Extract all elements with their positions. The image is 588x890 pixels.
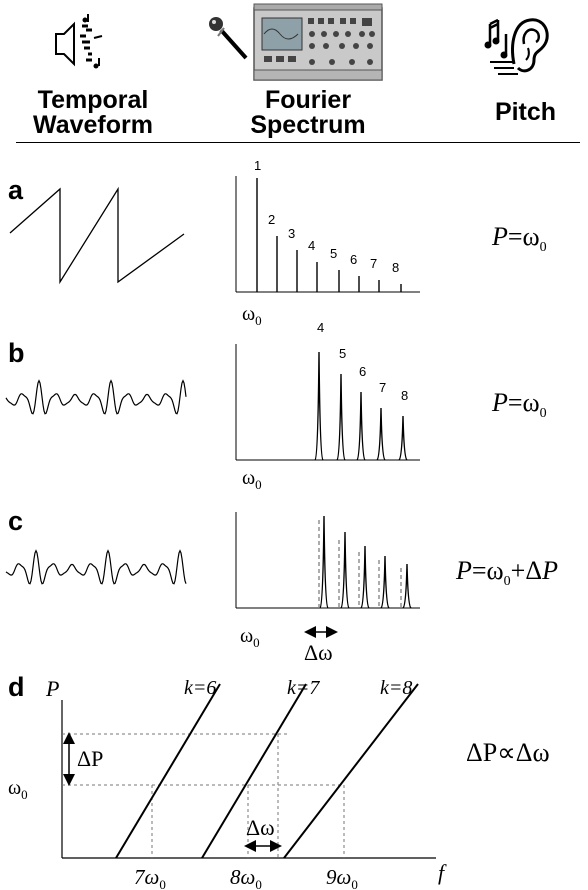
panel-d-curve-label-k7: k=7	[287, 677, 320, 699]
panel-b-harmonic-line	[336, 373, 346, 461]
panel-d-delta-omega: Δω	[246, 815, 275, 840]
panel-c-harmonic-line	[402, 563, 412, 609]
speaker-icon	[55, 14, 103, 69]
header-pitch-label: Pitch	[494, 98, 557, 126]
header-fourier-spectrum: Fourier Spectrum	[233, 88, 383, 138]
panel-a-pitch-equation: P=ω0	[492, 222, 547, 256]
panel-a-harmonic-label: 1	[254, 158, 261, 173]
panel-d-line-k8	[283, 683, 419, 859]
header-temporal-line1: Temporal	[37, 86, 149, 114]
panel-d-curve-label-k8: k=8	[380, 677, 412, 699]
panel-d-x-axis-label: f	[438, 860, 447, 885]
panel-c-harmonic-line	[340, 531, 350, 609]
panel-b-waveform	[5, 379, 187, 415]
oscilloscope-icon	[253, 3, 383, 81]
panel-b-label: b	[8, 338, 25, 368]
panel-d-delta-p: ΔP	[77, 746, 103, 771]
panel-c-harmonic-line	[360, 545, 370, 609]
panel-c-delta-omega: Δω	[304, 640, 333, 665]
panel-c-spectrum: ω0 Δω	[235, 512, 420, 665]
panel-c-pitch-equation: P=ω0+ΔP	[456, 556, 558, 590]
header-temporal-waveform: Temporal Waveform	[18, 88, 168, 138]
panel-a-harmonic-label: 7	[370, 256, 377, 271]
panel-d-x-tick-8: 8ω0	[230, 865, 262, 890]
panel-d-x-tick-9: 9ω0	[326, 865, 358, 890]
header-fourier-line1: Fourier	[264, 86, 352, 114]
panel-a-harmonic-label: 6	[350, 252, 357, 267]
panel-b-omega: ω0	[242, 467, 262, 490]
panel-b-harmonic-label: 8	[401, 388, 408, 403]
panel-c-label: c	[8, 506, 24, 536]
ear-icon	[484, 18, 549, 75]
header-divider	[16, 142, 580, 143]
panel-a-label: a	[8, 175, 24, 205]
panel-d-line-k7	[201, 683, 307, 859]
panel-d-x-tick-7: 7ω0	[134, 865, 166, 890]
panel-b-pitch-equation: P=ω0	[492, 388, 547, 422]
panel-b-harmonic-label: 5	[339, 346, 346, 361]
panel-a-waveform	[9, 186, 185, 285]
panel-a-harmonic-label: 3	[288, 226, 295, 241]
panel-a-omega: ω0	[242, 303, 262, 328]
panel-b-harmonic-line	[398, 415, 408, 461]
panel-d-relation: ΔP∝Δω	[466, 738, 550, 767]
microphone-icon	[209, 17, 248, 60]
panel-a-harmonic-label: 2	[268, 212, 275, 227]
panel-d-plot: P f k=6 k=7 k=8 ΔP ω0 Δω 7ω0 8ω0 9ω0	[8, 676, 447, 890]
panel-c-harmonics	[318, 515, 412, 609]
panel-d-y-axis-label: P	[45, 676, 59, 701]
panel-b-harmonic-label: 7	[379, 380, 386, 395]
panel-b-harmonic-label: 6	[359, 364, 366, 379]
panel-d-curve-label-k6: k=6	[184, 677, 216, 699]
panel-c-harmonic-line	[319, 515, 329, 609]
panel-a-harmonic-label: 4	[308, 238, 315, 253]
panel-b-harmonic-line	[314, 351, 324, 461]
header-pitch: Pitch	[478, 100, 573, 125]
panel-d-line-k6	[115, 683, 221, 859]
panel-a-harmonic-label: 5	[330, 246, 337, 261]
panel-d-y-tick: ω0	[8, 777, 28, 802]
panel-c-omega: ω0	[240, 625, 260, 650]
panel-b-harmonic-line	[356, 391, 366, 461]
panel-c-harmonic-line	[380, 555, 390, 609]
panel-a-harmonic-label: 8	[392, 260, 399, 275]
panel-b-harmonic-label: 4	[317, 320, 324, 335]
panel-d-label: d	[8, 672, 25, 702]
header-temporal-line2: Waveform	[33, 111, 153, 139]
panel-b-harmonic-line	[376, 407, 386, 461]
header-fourier-line2: Spectrum	[250, 111, 366, 139]
panel-c-waveform	[5, 549, 187, 585]
